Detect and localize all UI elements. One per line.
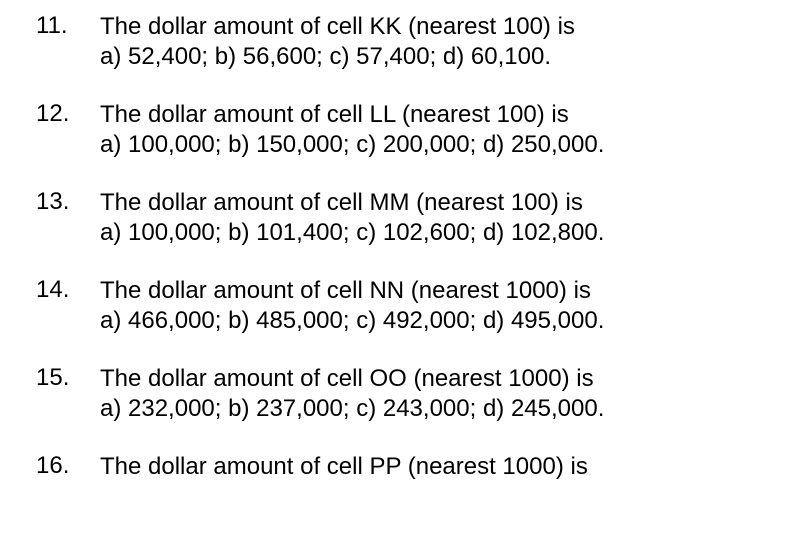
question-choices: a) 466,000; b) 485,000; c) 492,000; d) 4… [100,306,776,336]
question-number: 15. [36,364,100,392]
question-body: The dollar amount of cell PP (nearest 10… [100,452,776,482]
question-prompt: The dollar amount of cell PP (nearest 10… [100,452,776,482]
question-choices: a) 100,000; b) 150,000; c) 200,000; d) 2… [100,130,776,160]
question-choices: a) 52,400; b) 56,600; c) 57,400; d) 60,1… [100,42,776,72]
question-body: The dollar amount of cell OO (nearest 10… [100,364,776,424]
question-prompt: The dollar amount of cell MM (nearest 10… [100,188,776,218]
question-item: 14. The dollar amount of cell NN (neares… [36,276,776,336]
question-number: 16. [36,452,100,480]
question-body: The dollar amount of cell LL (nearest 10… [100,100,776,160]
question-number: 12. [36,100,100,128]
question-item: 12. The dollar amount of cell LL (neares… [36,100,776,160]
question-prompt: The dollar amount of cell LL (nearest 10… [100,100,776,130]
question-item: 11. The dollar amount of cell KK (neares… [36,12,776,72]
question-body: The dollar amount of cell NN (nearest 10… [100,276,776,336]
question-item: 16. The dollar amount of cell PP (neares… [36,452,776,482]
question-prompt: The dollar amount of cell OO (nearest 10… [100,364,776,394]
question-choices: a) 100,000; b) 101,400; c) 102,600; d) 1… [100,218,776,248]
question-prompt: The dollar amount of cell KK (nearest 10… [100,12,776,42]
question-number: 13. [36,188,100,216]
question-body: The dollar amount of cell KK (nearest 10… [100,12,776,72]
question-prompt: The dollar amount of cell NN (nearest 10… [100,276,776,306]
question-list: 11. The dollar amount of cell KK (neares… [36,12,776,482]
question-item: 15. The dollar amount of cell OO (neares… [36,364,776,424]
question-choices: a) 232,000; b) 237,000; c) 243,000; d) 2… [100,394,776,424]
question-item: 13. The dollar amount of cell MM (neares… [36,188,776,248]
question-body: The dollar amount of cell MM (nearest 10… [100,188,776,248]
question-number: 11. [36,12,100,40]
question-number: 14. [36,276,100,304]
